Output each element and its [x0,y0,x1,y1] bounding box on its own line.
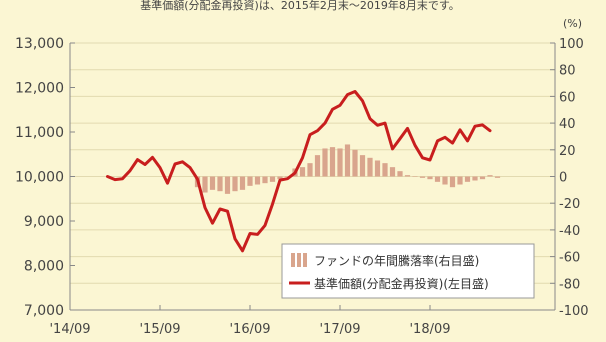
right-tick-label: -40 [559,224,580,239]
bar [434,176,441,182]
line-series [106,90,492,253]
x-tick-label: '17/09 [319,322,360,337]
bar [337,148,343,177]
right-axis-unit: (%) [563,17,582,30]
right-tick-label: 100 [559,37,584,52]
legend: ファンドの年間騰落率(右目盛) 基準価額(分配金再投資)(左目盛) [281,243,535,299]
bar [239,176,246,190]
bar [209,176,216,190]
bar [479,176,486,180]
bar [404,175,411,177]
bar [442,176,448,185]
bar [247,176,253,186]
bar [412,176,418,177]
legend-bar-label: ファンドの年間騰落率(右目盛) [314,253,479,268]
bar [307,163,313,177]
bar [494,176,501,178]
bar [262,176,268,184]
right-tick-label: 20 [559,144,576,159]
right-tick-label: -60 [559,251,580,266]
right-tick-label: 80 [559,64,576,79]
x-tick-label: '14/09 [49,322,90,337]
bar [419,176,426,178]
bar [277,176,283,180]
left-tick-label: 9,000 [24,214,64,230]
bar [232,176,238,192]
right-tick-label: 60 [559,90,576,105]
bar [314,155,321,177]
bar [202,176,208,193]
bar [464,176,471,182]
bar [457,176,463,185]
left-axis-ticks: 7,000 8,000 9,000 10,000 11,000 12,000 13,000 [15,36,75,319]
right-tick-label: 40 [559,117,576,132]
legend-box [281,243,535,299]
bar [487,175,493,177]
right-tick-label: -80 [559,277,580,292]
right-axis-ticks: -100 -80 -60 -40 -20 0 20 40 60 80 100 [550,37,589,319]
bar [329,147,336,177]
bar [344,144,351,177]
x-axis-ticks: '14/09 '15/09 '16/09 '17/09 '18/09 [49,305,451,337]
bar [427,176,433,180]
left-tick-label: 11,000 [15,125,64,141]
bar [284,176,291,177]
x-tick-label: '16/09 [229,322,270,337]
bar [322,148,328,177]
bar [224,176,231,194]
bar [449,176,456,188]
left-tick-label: 7,000 [24,303,64,319]
bar [374,160,381,177]
left-tick-label: 10,000 [15,170,64,186]
right-tick-label: -100 [559,304,589,319]
bar [254,176,261,185]
legend-bar-swatch [291,253,307,267]
right-tick-label: 0 [559,171,567,186]
bar [269,176,276,182]
nav-line [106,90,492,253]
bar [382,163,388,177]
x-tick-label: '15/09 [139,322,180,337]
legend-line-label: 基準価額(分配金再投資)(左目盛) [314,276,489,291]
chart-note: 基準価額(分配金再投資)は、2015年2月末～2019年8月末です。 [140,0,459,12]
bar-series [194,144,501,194]
left-tick-label: 13,000 [15,36,64,52]
left-tick-label: 8,000 [24,259,64,275]
x-tick-label: '18/09 [409,322,450,337]
bar [352,149,358,177]
bar [397,171,403,177]
bar [299,167,306,177]
right-tick-label: -20 [559,197,580,212]
bar [472,176,478,181]
bar [217,176,223,192]
bar [367,157,373,177]
bar [359,155,366,177]
left-tick-label: 12,000 [15,81,64,97]
bar [389,167,396,177]
